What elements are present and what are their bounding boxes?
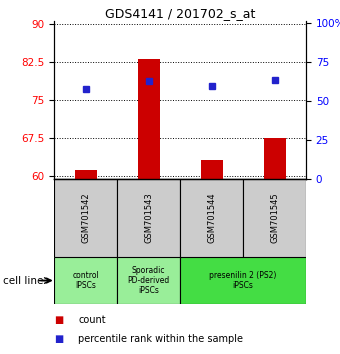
Bar [201, 160, 223, 179]
Text: count: count [78, 315, 106, 325]
Text: control
IPSCs: control IPSCs [72, 271, 99, 290]
Bar [264, 138, 286, 179]
Text: GSM701545: GSM701545 [270, 192, 279, 243]
Text: GSM701542: GSM701542 [81, 192, 90, 243]
Text: presenilin 2 (PS2)
iPSCs: presenilin 2 (PS2) iPSCs [209, 271, 277, 290]
Text: ■: ■ [54, 315, 64, 325]
Bar [180, 257, 306, 304]
Bar [180, 179, 243, 257]
Bar [54, 257, 117, 304]
Text: GSM701544: GSM701544 [207, 192, 216, 243]
Bar [243, 179, 306, 257]
Bar [138, 59, 160, 179]
Text: GSM701543: GSM701543 [144, 192, 153, 243]
Bar [75, 170, 97, 179]
Text: percentile rank within the sample: percentile rank within the sample [78, 334, 243, 344]
Bar [117, 179, 180, 257]
Text: ■: ■ [54, 334, 64, 344]
Title: GDS4141 / 201702_s_at: GDS4141 / 201702_s_at [105, 7, 255, 20]
Bar [54, 179, 117, 257]
Text: Sporadic
PD-derived
iPSCs: Sporadic PD-derived iPSCs [128, 266, 170, 296]
Bar [117, 257, 180, 304]
Text: cell line: cell line [3, 275, 44, 286]
